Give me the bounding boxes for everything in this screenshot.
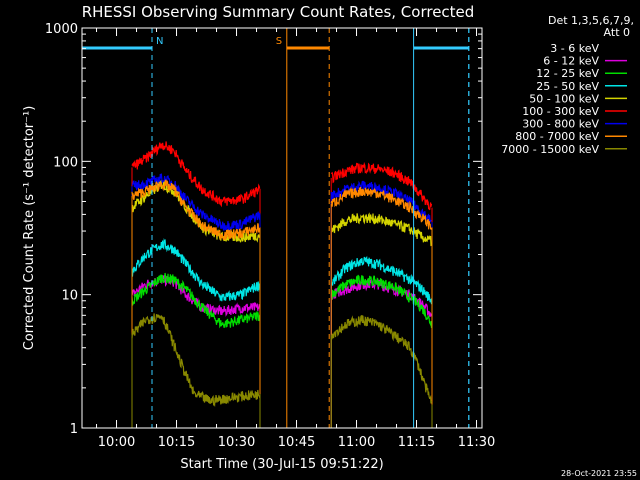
chart-title: RHESSI Observing Summary Count Rates, Co… — [82, 3, 475, 21]
x-tick-label: 10:15 — [158, 435, 195, 450]
series-line — [330, 255, 433, 305]
y-tick-label: 1000 — [45, 22, 78, 37]
series-line — [330, 233, 433, 255]
legend-detector-list: Det 1,3,5,6,7,9, — [548, 14, 634, 27]
plot-frame — [81, 27, 483, 429]
y-tick-label: 100 — [53, 155, 78, 170]
legend-entry-label: 3 - 6 keV — [550, 42, 599, 55]
x-axis-label: Start Time (30-Jul-15 09:51:22) — [180, 457, 383, 472]
legend-attenuator-state: Att 0 — [604, 26, 630, 39]
y-tick-label: 10 — [61, 289, 78, 304]
legend-entry-label: 100 - 300 keV — [522, 105, 599, 118]
saa-label: S — [276, 36, 282, 47]
legend-entry-label: 6 - 12 keV — [543, 55, 599, 68]
legend-entry-label: 800 - 7000 keV — [515, 130, 599, 143]
series-line — [330, 274, 433, 328]
series-line — [131, 235, 261, 260]
plot-timestamp: 28-Oct-2021 23:55 — [561, 469, 637, 478]
x-tick-label: 11:30 — [458, 435, 495, 450]
series-line — [131, 141, 261, 208]
x-tick-label: 11:15 — [398, 435, 435, 450]
series-line — [131, 313, 261, 408]
legend-entry-label: 50 - 100 keV — [529, 92, 599, 105]
y-tick-label: 1 — [70, 422, 78, 437]
legend-entry-label: 7000 - 15000 keV — [501, 143, 599, 156]
legend-entry-label: 300 - 800 keV — [522, 118, 599, 131]
series-line — [131, 272, 261, 329]
series-line — [131, 238, 260, 302]
x-tick-label: 10:00 — [98, 435, 135, 450]
series-line — [131, 179, 261, 241]
series-line — [330, 161, 433, 211]
y-axis-label: Corrected Count Rate (s⁻¹ detector⁻¹) — [22, 106, 37, 351]
legend-entry-label: 12 - 25 keV — [536, 67, 599, 80]
night-label: N — [156, 36, 163, 47]
series-line — [330, 186, 433, 230]
series-line — [131, 173, 261, 232]
series-line — [330, 212, 432, 247]
x-tick-label: 10:30 — [218, 435, 255, 450]
series-line — [330, 314, 433, 404]
x-tick-label: 10:45 — [278, 435, 315, 450]
legend-entry-label: 25 - 50 keV — [536, 80, 599, 93]
x-tick-label: 11:00 — [338, 435, 375, 450]
